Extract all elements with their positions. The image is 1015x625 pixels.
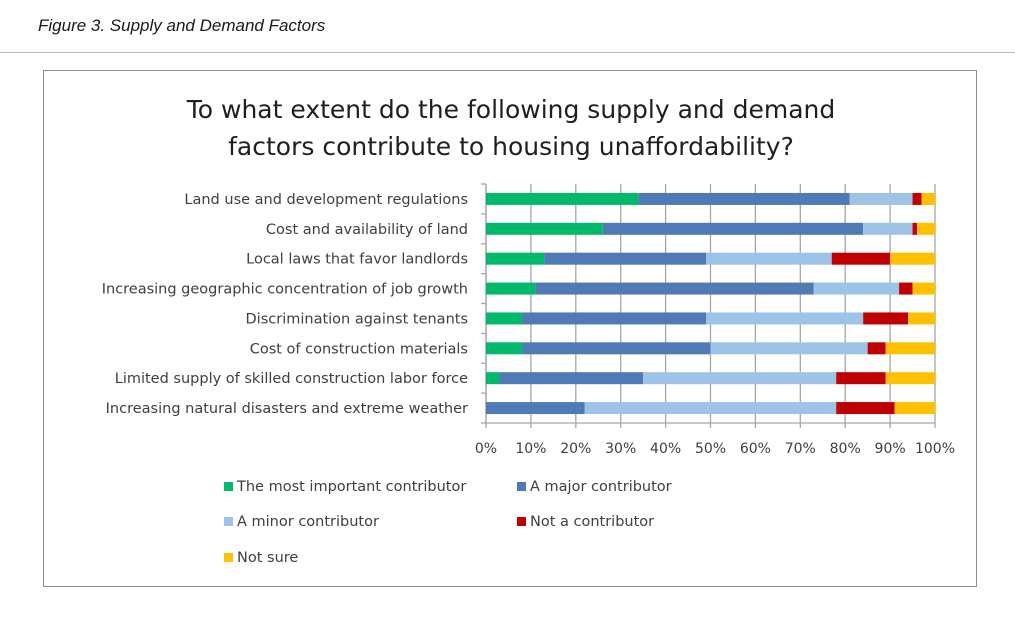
bar-segment-the-most-important-contributor <box>486 222 603 235</box>
bar-segment-a-major-contributor <box>535 282 814 295</box>
bar-segment-a-major-contributor <box>638 192 850 205</box>
legend-swatch <box>517 482 526 491</box>
x-tick-label: 90% <box>875 441 906 457</box>
bar-segment-not-a-contributor <box>867 342 886 355</box>
category-label: Local laws that favor landlords <box>246 252 468 268</box>
bar-segment-not-a-contributor <box>912 222 918 235</box>
bar-segment-a-major-contributor <box>521 342 711 355</box>
x-tick-label: 70% <box>785 441 816 457</box>
figure-caption: Figure 3. Supply and Demand Factors <box>38 16 326 35</box>
category-label: Discrimination against tenants <box>246 311 468 327</box>
bar-segment-a-major-contributor <box>602 222 864 235</box>
chart-container: To what extent do the following supply a… <box>43 70 977 587</box>
bar-segment-not-sure <box>894 402 935 415</box>
bar-segment-the-most-important-contributor <box>486 312 522 325</box>
bar-segment-a-minor-contributor <box>706 252 832 265</box>
bar-segment-the-most-important-contributor <box>486 372 500 385</box>
x-tick-label: 40% <box>650 441 681 457</box>
legend-label: A major contributor <box>530 479 672 495</box>
category-label: Increasing natural disasters and extreme… <box>106 401 468 417</box>
divider <box>0 52 1015 53</box>
bar-segment-not-a-contributor <box>863 312 909 325</box>
bar-segment-not-sure <box>917 222 935 235</box>
x-tick-label: 80% <box>830 441 861 457</box>
legend-label: Not a contributor <box>530 514 654 530</box>
x-tick-label: 30% <box>605 441 636 457</box>
bar-segment-not-a-contributor <box>912 192 922 205</box>
x-tick-label: 0% <box>475 441 497 457</box>
bar-segment-a-minor-contributor <box>813 282 900 295</box>
category-label: Cost of construction materials <box>250 341 468 357</box>
chart-title-line-2: factors contribute to housing unaffordab… <box>228 132 794 161</box>
bar-segment-not-sure <box>885 342 935 355</box>
bar-segment-the-most-important-contributor <box>486 192 639 205</box>
category-label: Cost and availability of land <box>266 222 468 238</box>
bar-segment-not-sure <box>912 282 935 295</box>
category-label: Increasing geographic concentration of j… <box>102 282 468 298</box>
legend-label: The most important contributor <box>236 479 466 495</box>
bar-segment-a-minor-contributor <box>710 342 868 355</box>
bar-segment-a-major-contributor <box>499 372 644 385</box>
bar-segment-not-a-contributor <box>899 282 913 295</box>
bar-segment-a-minor-contributor <box>849 192 913 205</box>
x-tick-label: 60% <box>740 441 771 457</box>
chart-title-line-1: To what extent do the following supply a… <box>186 95 836 124</box>
x-tick-label: 10% <box>515 441 546 457</box>
legend-swatch <box>224 517 233 526</box>
x-tick-label: 100% <box>915 441 955 457</box>
chart-plot: 0% 10% 20% 30% 40% 50% 60% 70% 80% 90% 100% Land us… <box>102 183 955 566</box>
bar-segment-not-sure <box>921 192 935 205</box>
category-label: Limited supply of skilled construction l… <box>115 371 468 387</box>
bar-segment-not-sure <box>908 312 935 325</box>
bar-segment-the-most-important-contributor <box>486 342 522 355</box>
bar-segment-not-a-contributor <box>836 372 886 385</box>
bar-segment-not-sure <box>890 252 935 265</box>
legend-swatch <box>224 482 233 491</box>
chart-title: To what extent do the following supply a… <box>44 91 978 165</box>
bar-segment-a-minor-contributor <box>863 222 913 235</box>
legend-label: A minor contributor <box>237 514 379 530</box>
bar-segment-a-major-contributor <box>486 402 585 415</box>
x-tick-label: 50% <box>695 441 726 457</box>
x-tick-label: 20% <box>560 441 591 457</box>
bar-segment-not-a-contributor <box>831 252 891 265</box>
legend-swatch <box>224 553 233 562</box>
bar-segment-a-minor-contributor <box>643 372 837 385</box>
legend-swatch <box>517 517 526 526</box>
bar-segment-a-major-contributor <box>521 312 707 325</box>
bar-segment-not-sure <box>885 372 935 385</box>
bar-segment-the-most-important-contributor <box>486 282 536 295</box>
bar-segment-a-major-contributor <box>544 252 707 265</box>
bar-segment-a-minor-contributor <box>706 312 864 325</box>
category-label: Land use and development regulations <box>184 192 468 208</box>
bar-segment-not-a-contributor <box>836 402 895 415</box>
legend-label: Not sure <box>237 550 298 566</box>
bar-segment-the-most-important-contributor <box>486 252 545 265</box>
bar-segment-a-minor-contributor <box>584 402 837 415</box>
